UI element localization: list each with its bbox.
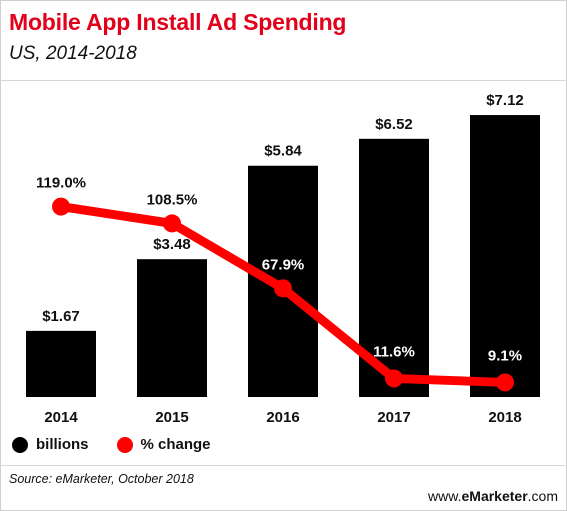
legend-swatch-percent-change — [116, 436, 133, 453]
line-point-2014 — [52, 197, 70, 216]
legend-label-billions: billions — [36, 436, 89, 453]
line-point-2018 — [496, 373, 514, 392]
line-label-2014: 119.0% — [36, 175, 86, 192]
source-note: Source: eMarketer, October 2018 — [9, 472, 194, 486]
footer-divider — [0, 465, 567, 466]
x-tick-2016: 2016 — [266, 409, 299, 426]
line-point-2015 — [163, 214, 181, 233]
chart-title: Mobile App Install Ad Spending — [9, 9, 347, 35]
bar-2018 — [470, 115, 540, 397]
line-label-2017: 11.6% — [373, 343, 415, 360]
x-tick-2014: 2014 — [44, 409, 78, 426]
bar-label-2017: $6.52 — [375, 116, 413, 133]
legend-label-percent-change: % change — [140, 436, 211, 453]
bar-label-2014: $1.67 — [42, 308, 80, 325]
chart-plot: $1.67 2014 $3.48 2015 $5.84 2016 $6.52 2017 $7.1… — [26, 92, 540, 426]
header-divider — [0, 80, 567, 81]
legend-swatch-billions — [12, 436, 28, 453]
bar-2015 — [137, 259, 207, 397]
chart-subtitle: US, 2014-2018 — [9, 43, 137, 64]
x-tick-2015: 2015 — [155, 409, 188, 426]
line-point-2016 — [274, 279, 292, 298]
bar-2014 — [26, 330, 96, 397]
line-point-2017 — [385, 369, 403, 388]
bar-label-2016: $5.84 — [264, 143, 302, 160]
x-tick-2018: 2018 — [488, 409, 521, 426]
brand-prefix: www. — [428, 488, 462, 504]
line-label-2016: 67.9% — [262, 256, 305, 273]
bar-label-2018: $7.12 — [486, 92, 524, 109]
brand-logo: www.eMarketer.com — [428, 488, 558, 504]
brand-name: eMarketer — [461, 488, 528, 504]
legend: billions % change — [12, 436, 239, 453]
line-label-2015: 108.5% — [147, 191, 198, 208]
brand-suffix: .com — [527, 488, 558, 504]
bar-label-2015: $3.48 — [153, 236, 191, 253]
x-tick-2017: 2017 — [377, 409, 410, 426]
line-label-2018: 9.1% — [488, 347, 522, 364]
legend-item-percent-change: % change — [116, 436, 211, 453]
legend-item-billions: billions — [12, 436, 89, 453]
